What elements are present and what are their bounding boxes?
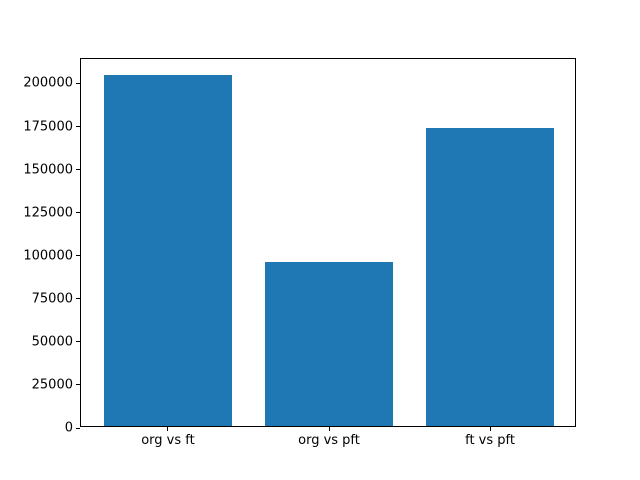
y-tick-mark [76, 341, 80, 343]
y-tick-label: 100000 [23, 248, 73, 264]
y-tick-mark [76, 126, 80, 128]
bar [264, 262, 394, 426]
x-tick-mark [489, 427, 491, 431]
y-tick-mark [76, 255, 80, 257]
y-tick-label: 50000 [31, 334, 73, 350]
x-tick-label: org vs pft [298, 433, 360, 448]
x-tick-mark [328, 427, 330, 431]
x-tick-label: ft vs pft [465, 433, 515, 448]
y-tick-label: 0 [64, 420, 73, 436]
x-tick-label: org vs ft [141, 433, 195, 448]
y-tick-mark [76, 169, 80, 171]
y-tick-label: 175000 [23, 119, 73, 135]
bar [103, 74, 233, 426]
y-tick-mark [76, 82, 80, 84]
y-tick-mark [76, 427, 80, 429]
y-tick-label: 25000 [31, 377, 73, 393]
y-tick-mark [76, 384, 80, 386]
plot-area: org vs ft org vs pft ft vs pft 0 25000 50000 7… [23, 58, 576, 447]
y-tick-label: 150000 [23, 162, 73, 178]
y-tick-label: 125000 [23, 205, 73, 221]
y-tick-label: 75000 [31, 291, 73, 307]
x-tick-mark [167, 427, 169, 431]
y-tick-label: 200000 [23, 75, 73, 91]
y-tick-mark [76, 212, 80, 214]
bar [425, 127, 555, 426]
y-tick-mark [76, 298, 80, 300]
